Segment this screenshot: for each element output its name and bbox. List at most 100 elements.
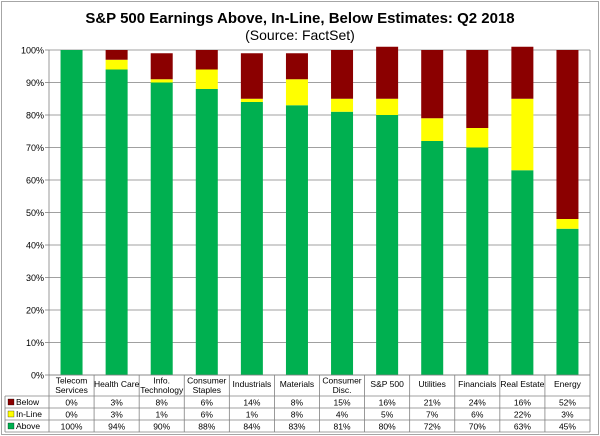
y-tick-label: 40% xyxy=(26,241,44,251)
category-label: Info. xyxy=(153,376,170,386)
legend-label: In-Line xyxy=(16,409,42,419)
bar-segment-in-line xyxy=(285,79,308,106)
data-label: 16% xyxy=(514,398,531,408)
bar-segment-below xyxy=(421,50,444,119)
bar-segment-in-line xyxy=(105,59,128,70)
data-label: 45% xyxy=(559,422,576,432)
data-label: 100% xyxy=(61,422,83,432)
data-label: 21% xyxy=(424,398,441,408)
data-label: 80% xyxy=(379,422,396,432)
bar-segment-below xyxy=(240,53,263,99)
data-label: 24% xyxy=(469,398,486,408)
bar-segment-above xyxy=(466,147,489,375)
legend-label: Above xyxy=(16,421,40,431)
bar-segment-below xyxy=(511,46,534,99)
data-label: 14% xyxy=(243,398,260,408)
legend-swatch-below xyxy=(7,398,15,406)
bar-segment-above xyxy=(195,89,218,375)
y-tick-label: 70% xyxy=(26,143,44,153)
bar-segment-above xyxy=(376,115,399,375)
data-label: 63% xyxy=(514,422,531,432)
bar-segment-below xyxy=(150,53,173,80)
data-label: 6% xyxy=(201,398,214,408)
bars xyxy=(60,46,579,375)
y-tick-label: 30% xyxy=(26,273,44,283)
data-label: 6% xyxy=(201,410,214,420)
bar-segment-below xyxy=(466,50,489,128)
data-label: 8% xyxy=(156,398,169,408)
legend-swatch-in-line xyxy=(7,410,15,418)
data-label: 8% xyxy=(291,398,304,408)
bar-segment-below xyxy=(331,50,354,99)
y-tick-label: 90% xyxy=(26,78,44,88)
y-tick-label: 10% xyxy=(26,338,44,348)
bar-segment-in-line xyxy=(195,69,218,89)
category-label: Technology xyxy=(140,385,184,395)
category-label: Financials xyxy=(458,379,496,389)
legend-label: Below xyxy=(16,397,40,407)
bar-segment-in-line xyxy=(150,79,173,83)
bar-segment-above xyxy=(556,228,579,375)
data-label: 90% xyxy=(153,422,170,432)
category-label: Disc. xyxy=(333,385,352,395)
category-label: Telecom xyxy=(56,376,88,386)
y-tick-label: 20% xyxy=(26,306,44,316)
chart-subtitle: (Source: FactSet) xyxy=(245,27,355,43)
data-label: 70% xyxy=(469,422,486,432)
category-label: Industrials xyxy=(233,379,272,389)
data-label: 72% xyxy=(424,422,441,432)
category-label: Real Estate xyxy=(500,379,544,389)
bar-segment-in-line xyxy=(376,98,399,115)
data-label: 52% xyxy=(559,398,576,408)
category-label: Services xyxy=(55,385,88,395)
bar-segment-above xyxy=(511,170,534,375)
bar-segment-above xyxy=(105,69,128,375)
bar-segment-below xyxy=(195,50,218,70)
data-label: 1% xyxy=(156,410,169,420)
data-label: 5% xyxy=(381,410,394,420)
data-label: 81% xyxy=(334,422,351,432)
y-tick-label: 50% xyxy=(26,208,44,218)
y-tick-label: 60% xyxy=(26,176,44,186)
bar-segment-in-line xyxy=(511,98,534,171)
bar-segment-below xyxy=(285,53,308,80)
data-label: 3% xyxy=(110,410,123,420)
data-label: 15% xyxy=(334,398,351,408)
bar-segment-in-line xyxy=(240,98,263,102)
y-tick-label: 100% xyxy=(21,46,44,56)
bar-segment-below xyxy=(105,50,128,60)
bar-segment-in-line xyxy=(331,98,354,112)
data-label: 8% xyxy=(291,410,304,420)
legend-swatch-above xyxy=(7,422,15,430)
bar-segment-above xyxy=(421,141,444,375)
bar-segment-above xyxy=(150,82,173,375)
data-label: 84% xyxy=(243,422,260,432)
data-label: 16% xyxy=(379,398,396,408)
category-label: Consumer xyxy=(322,376,361,386)
category-label: Utilities xyxy=(419,379,446,389)
bar-segment-in-line xyxy=(556,219,579,229)
category-label: Energy xyxy=(554,379,582,389)
gridlines xyxy=(49,49,590,376)
data-label: 4% xyxy=(336,410,349,420)
category-label: Materials xyxy=(280,379,314,389)
category-label: Consumer xyxy=(187,376,226,386)
bar-segment-above xyxy=(60,50,83,375)
category-label: S&P 500 xyxy=(370,379,404,389)
bar-segment-in-line xyxy=(421,118,444,141)
data-label: 88% xyxy=(198,422,215,432)
data-label: 1% xyxy=(246,410,259,420)
bar-segment-above xyxy=(285,105,308,375)
category-label: Staples xyxy=(193,385,221,395)
y-tick-label: 80% xyxy=(26,111,44,121)
data-label: 6% xyxy=(471,410,484,420)
data-label: 3% xyxy=(561,410,574,420)
category-label: Health Care xyxy=(94,379,140,389)
bar-segment-below xyxy=(556,50,579,219)
data-label: 22% xyxy=(514,410,531,420)
data-label: 0% xyxy=(65,398,78,408)
y-axis: 0% 10% 20% 30% 40% 50% 60% 70% 80% 90% 100% xyxy=(21,46,591,381)
